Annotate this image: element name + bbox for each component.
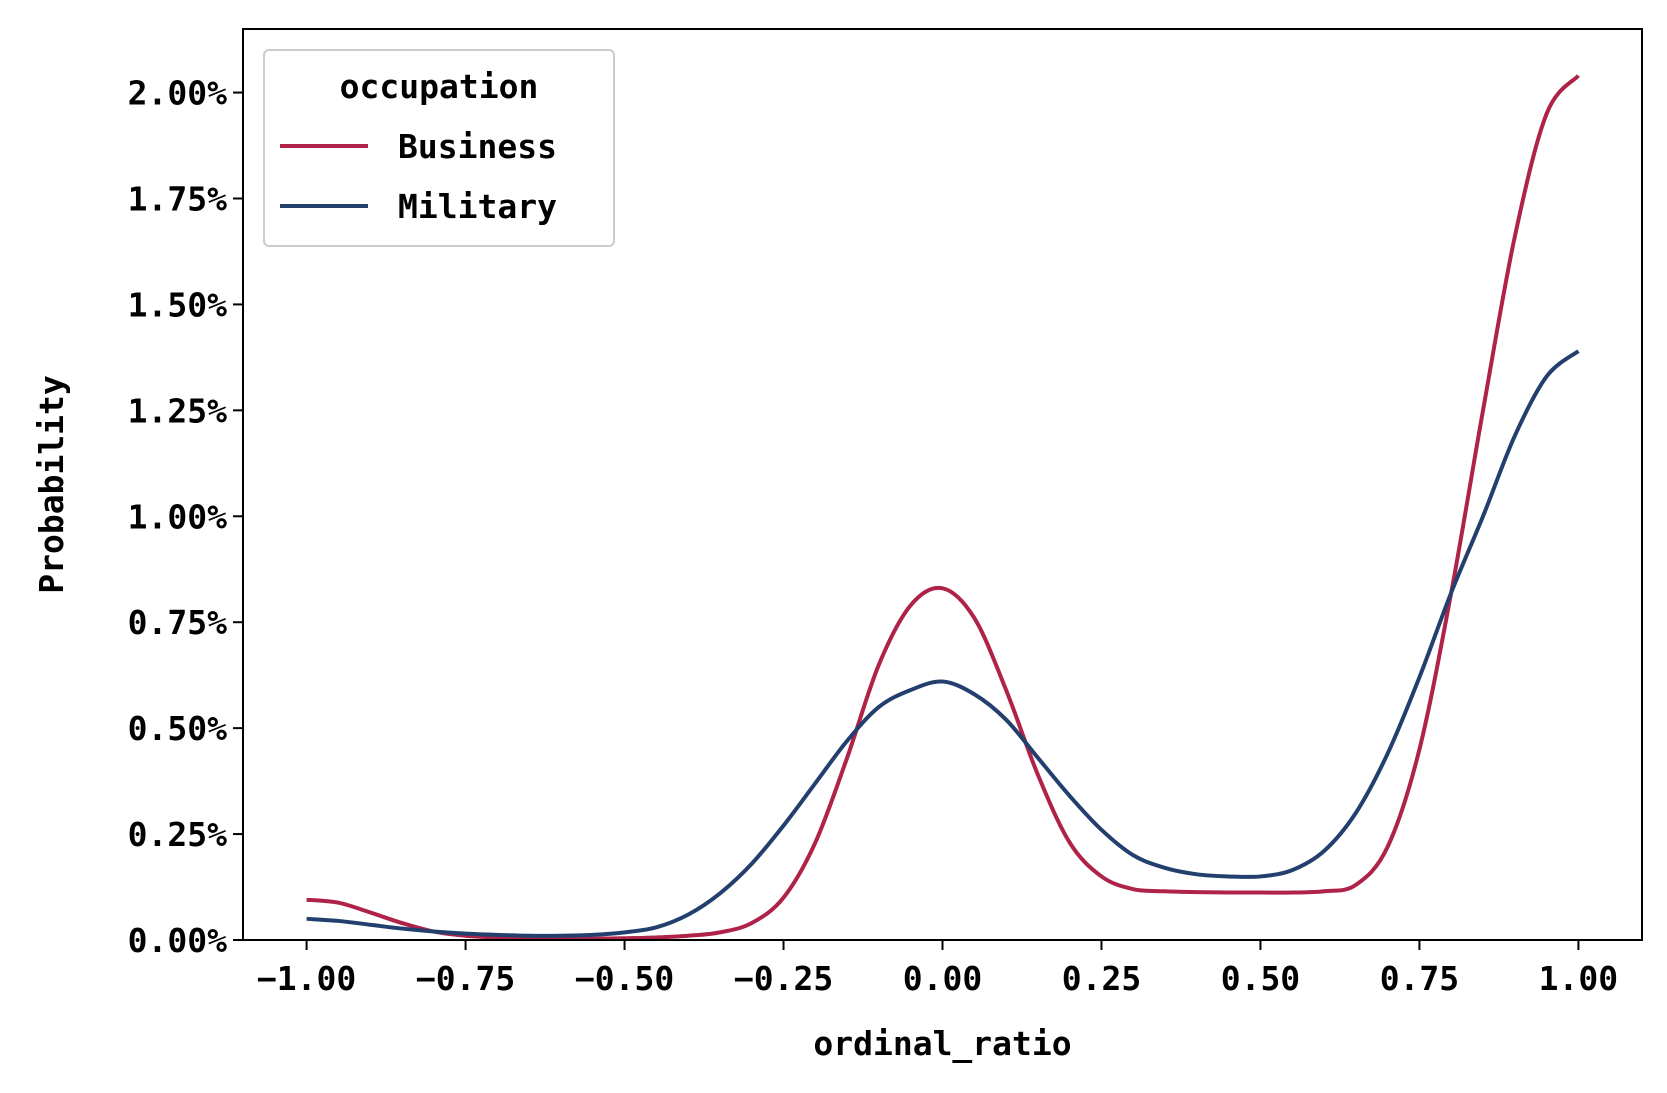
y-axis-title: Probability xyxy=(32,375,71,594)
y-axis: 0.00% 0.25% 0.50% 0.75% 1.00% 1.25% 1.50% 1.75%… xyxy=(128,74,243,960)
series-line-business xyxy=(306,74,1580,941)
y-tick-label: 1.00% xyxy=(128,497,227,536)
y-tick-label: 0.00% xyxy=(128,921,227,960)
x-tick-label: −1.00 xyxy=(257,959,356,998)
y-tick-label: 1.25% xyxy=(128,391,227,430)
x-tick-label: 0.25 xyxy=(1062,959,1141,998)
legend-box xyxy=(263,49,615,247)
legend-title: occupation xyxy=(340,67,539,106)
x-tick-label: 0.75 xyxy=(1380,959,1459,998)
x-tick-label: 0.50 xyxy=(1221,959,1300,998)
y-tick-label: 1.50% xyxy=(128,285,227,324)
legend: occupation Business Military xyxy=(263,49,615,247)
y-tick-label: 0.75% xyxy=(128,603,227,642)
x-tick-label: 1.00 xyxy=(1539,959,1618,998)
x-tick-label: −0.25 xyxy=(734,959,833,998)
y-tick-label: 0.50% xyxy=(128,709,227,748)
y-tick-label: 0.25% xyxy=(128,815,227,854)
y-tick-label: 2.00% xyxy=(128,74,227,113)
x-axis-title: ordinal_ratio xyxy=(813,1024,1071,1063)
legend-entries: Business Military xyxy=(280,127,557,226)
x-axis: −1.00 −0.75 −0.50 −0.25 0.00 0.25 0.50 0.75 1.00 xyxy=(257,940,1618,998)
legend-label: Military xyxy=(398,187,557,226)
legend-entry: Military xyxy=(280,187,557,226)
legend-entry: Business xyxy=(280,127,557,166)
y-tick-label: 1.75% xyxy=(128,179,227,218)
x-tick-label: 0.00 xyxy=(903,959,982,998)
legend-label: Business xyxy=(398,127,557,166)
x-tick-label: −0.75 xyxy=(416,959,515,998)
x-tick-label: −0.50 xyxy=(575,959,674,998)
series-layer xyxy=(306,74,1580,941)
series-line-military xyxy=(306,349,1580,938)
